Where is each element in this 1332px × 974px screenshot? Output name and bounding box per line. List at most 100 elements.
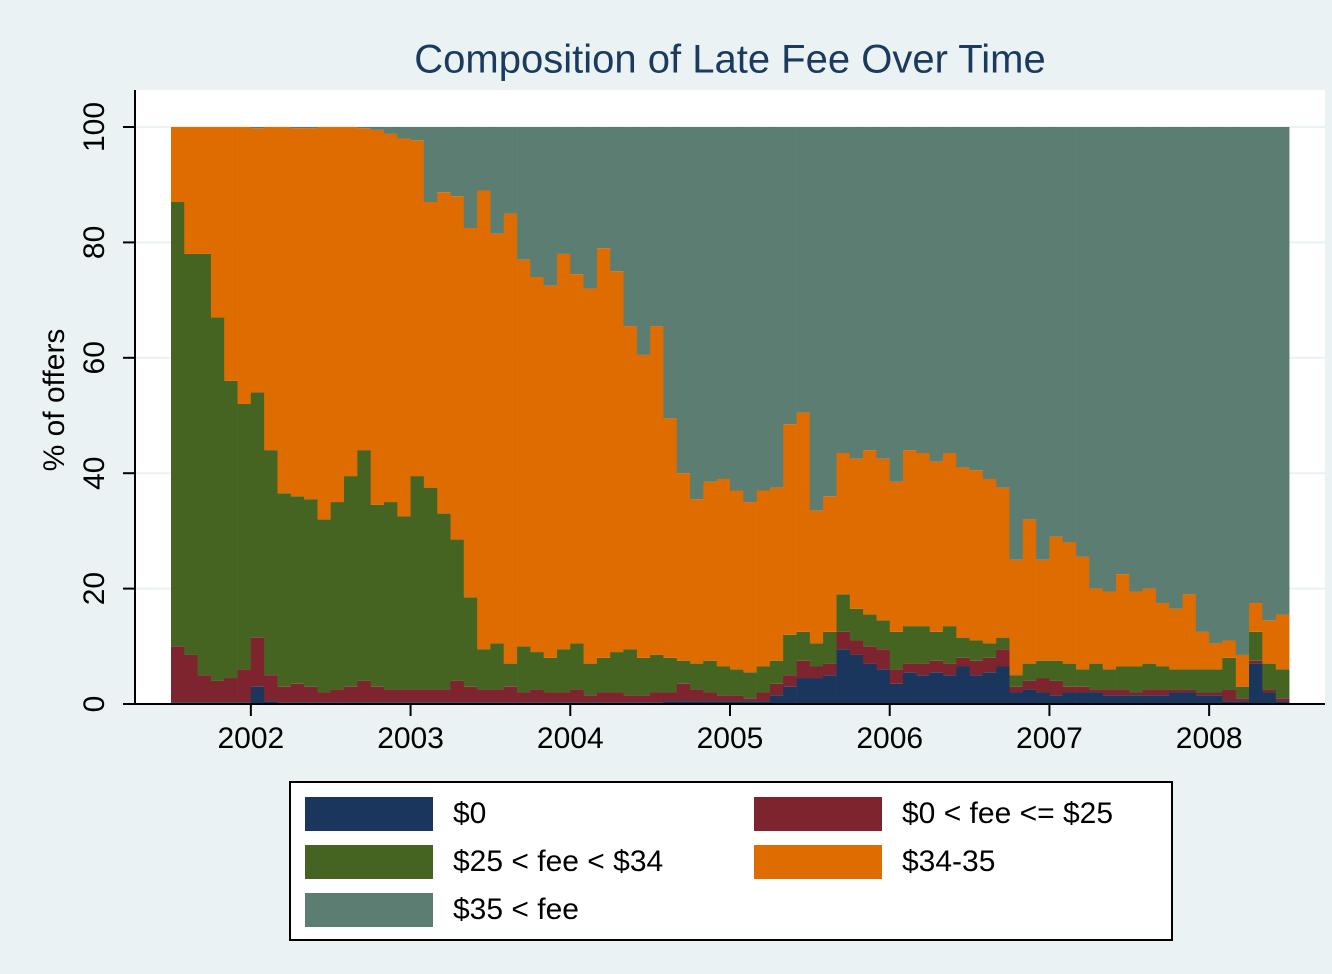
bar-segment xyxy=(876,127,891,459)
bar-segment xyxy=(1275,127,1290,615)
bar-segment xyxy=(503,213,518,664)
bar-segment xyxy=(730,701,744,704)
bar-segment xyxy=(743,127,757,503)
bar-segment xyxy=(1116,574,1130,667)
bar-segment xyxy=(463,597,478,687)
bar-segment xyxy=(383,502,398,690)
bar-segment xyxy=(876,458,891,621)
bar-segment xyxy=(942,127,957,454)
bar-segment xyxy=(1235,698,1250,702)
bar-segment xyxy=(224,380,238,679)
bar-segment xyxy=(1022,689,1037,704)
bar-segment xyxy=(982,643,997,658)
bar-segment xyxy=(1195,669,1210,693)
bar-segment xyxy=(477,689,491,703)
bar-segment xyxy=(1062,663,1077,687)
bar-segment xyxy=(849,654,864,704)
bar-segment xyxy=(796,660,811,679)
bar-segment xyxy=(663,692,678,702)
bar-segment xyxy=(796,678,811,704)
bar-segment xyxy=(423,202,438,488)
bar-segment xyxy=(1142,663,1157,690)
bar-segment xyxy=(437,127,451,193)
y-tick-label: 60 xyxy=(78,341,111,374)
bar-segment xyxy=(1062,686,1077,693)
bar-segment xyxy=(343,686,358,703)
bar-segment xyxy=(1049,680,1064,696)
bar-segment xyxy=(610,127,624,272)
bar-segment xyxy=(237,127,252,404)
bar-segment xyxy=(676,473,691,661)
bar-segment xyxy=(996,649,1010,667)
bar-segment xyxy=(1262,692,1277,704)
bar-segment xyxy=(769,695,784,704)
x-tick-label: 2003 xyxy=(377,722,444,755)
bar-segment xyxy=(264,701,278,704)
bar-segment xyxy=(357,680,372,703)
bar-segment xyxy=(916,663,931,676)
bar-segment xyxy=(902,127,917,451)
y-tick-label: 20 xyxy=(78,572,111,605)
bar-segment xyxy=(370,504,385,687)
bar-segment xyxy=(942,675,957,704)
bar-segment xyxy=(1089,692,1104,704)
bar-segment xyxy=(1062,127,1077,543)
bar-segment xyxy=(437,513,451,690)
bar-segment xyxy=(357,127,372,129)
bar-segment xyxy=(477,190,491,650)
bar-segment xyxy=(410,689,425,703)
bar-segment xyxy=(543,127,558,286)
bar-segment xyxy=(1142,695,1157,704)
bar-segment xyxy=(1116,127,1130,575)
bar-segment xyxy=(769,660,784,684)
bar-segment xyxy=(1235,654,1250,687)
bar-segment xyxy=(716,701,731,704)
bar-segment xyxy=(1129,591,1143,667)
bar-segment xyxy=(650,692,664,703)
bar-segment xyxy=(596,248,611,658)
bar-segment xyxy=(1182,127,1197,595)
bar-segment xyxy=(783,127,797,425)
bar-segment xyxy=(1129,692,1143,696)
bar-segment xyxy=(823,675,837,704)
bar-segment xyxy=(610,692,624,703)
bar-segment xyxy=(1155,127,1170,604)
bar-segment xyxy=(996,127,1010,488)
bar-segment xyxy=(450,127,465,197)
bar-segment xyxy=(1022,127,1037,520)
bar-segment xyxy=(1209,127,1223,644)
bar-segment xyxy=(330,689,345,703)
bar-segment xyxy=(1169,608,1183,670)
bar-segment xyxy=(1275,698,1290,702)
bar-segment xyxy=(783,424,797,635)
bar-segment xyxy=(437,689,451,703)
bar-segment xyxy=(264,127,278,451)
bar-segment xyxy=(1036,127,1050,560)
bar-segment xyxy=(690,663,704,690)
bar-segment xyxy=(1155,666,1170,690)
bar-segment xyxy=(517,692,531,703)
bar-segment xyxy=(636,127,651,355)
legend-label: $34-35 xyxy=(902,845,995,878)
bar-segment xyxy=(663,657,678,693)
bar-segment xyxy=(596,127,611,249)
bar-segment xyxy=(171,202,185,647)
bar-segment xyxy=(197,675,212,703)
bar-segment xyxy=(730,669,744,696)
bar-segment xyxy=(716,127,731,479)
bar-segment xyxy=(570,643,584,690)
bar-segment xyxy=(1235,127,1250,655)
bar-segment xyxy=(690,689,704,702)
bar-segment xyxy=(783,634,797,676)
bar-segment xyxy=(450,539,465,681)
bar-segment xyxy=(1222,689,1237,702)
bar-segment xyxy=(969,127,984,471)
bar-segment xyxy=(171,127,185,203)
bar-segment xyxy=(357,128,372,451)
bar-segment xyxy=(330,502,345,690)
bar-segment xyxy=(1009,127,1024,560)
bar-segment xyxy=(397,127,412,139)
bar-segment xyxy=(929,631,944,661)
bar-segment xyxy=(543,285,558,658)
x-tick-label: 2005 xyxy=(697,722,764,755)
